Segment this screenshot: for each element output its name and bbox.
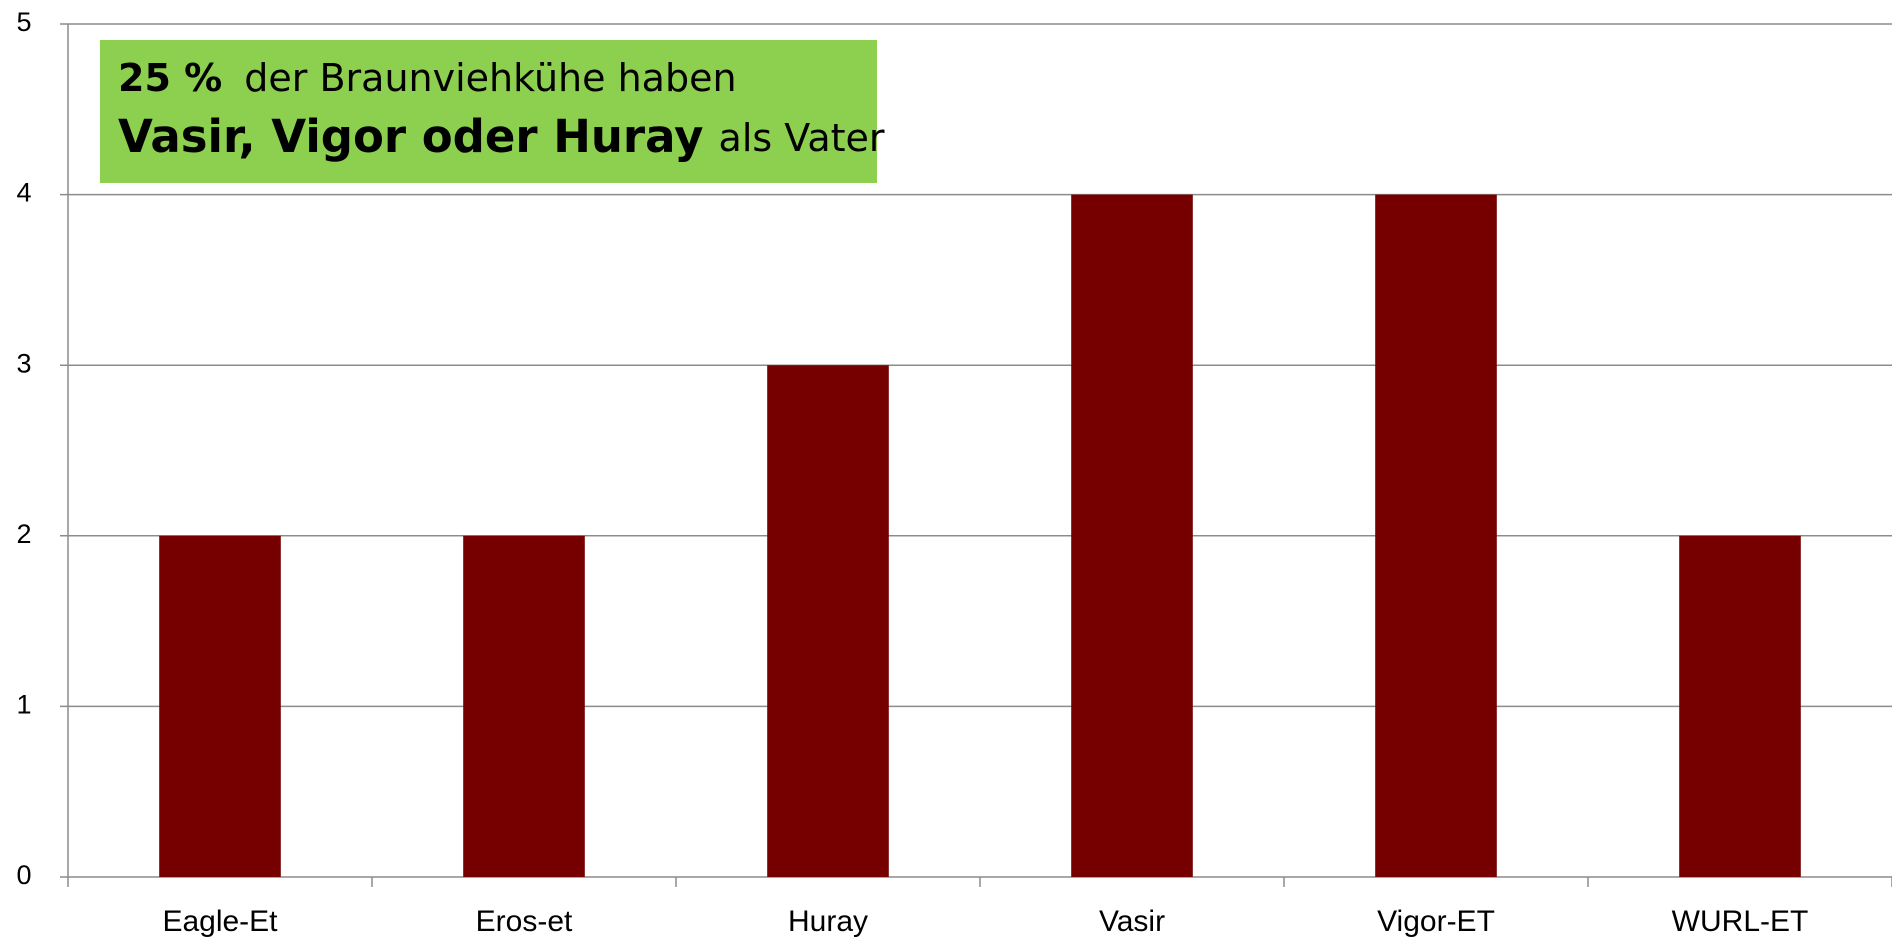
x-tick-label: Eagle-Et xyxy=(162,905,278,938)
annotation-line: 25 % der Braunviehkühe haben xyxy=(118,56,737,100)
bar xyxy=(1071,194,1193,878)
y-tick-label: 3 xyxy=(16,348,31,378)
x-tick-label: Vigor-ET xyxy=(1377,905,1495,938)
x-tick-label: Huray xyxy=(788,905,868,938)
y-tick-label: 2 xyxy=(16,519,31,549)
annotation-bold: Vasir, Vigor oder Huray xyxy=(118,110,703,163)
bar xyxy=(1375,194,1497,878)
bar xyxy=(1679,535,1801,877)
x-tick-label: Vasir xyxy=(1099,905,1165,938)
y-tick-label: 0 xyxy=(16,860,31,890)
annotation-text: als Vater xyxy=(719,116,885,160)
y-tick-label: 4 xyxy=(16,178,31,208)
annotation-bold: 25 % xyxy=(118,56,222,100)
annotation-box xyxy=(100,40,877,183)
y-tick-label: 1 xyxy=(16,690,31,720)
bar xyxy=(159,535,281,877)
bar xyxy=(463,535,585,877)
x-tick-label: Eros-et xyxy=(476,905,573,938)
annotation-line: Vasir, Vigor oder Huray als Vater xyxy=(118,110,885,163)
y-tick-label: 5 xyxy=(16,7,31,37)
bar xyxy=(767,365,889,877)
x-tick-label: WURL-ET xyxy=(1672,905,1809,938)
annotation-text: der Braunviehkühe haben xyxy=(244,56,736,100)
